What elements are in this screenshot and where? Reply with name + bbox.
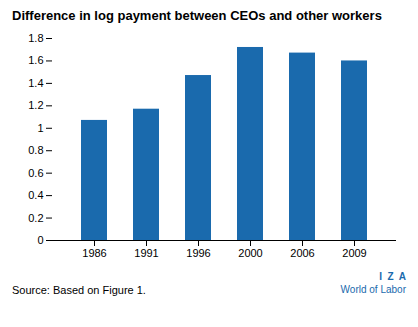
html-text:Source: Based on Figure 1.: Source: Based on Figure 1. xyxy=(12,283,146,296)
svg-text:2006: 2006 xyxy=(290,247,314,259)
html-text:Difference in log payment betw: Difference in log payment between CEOs a… xyxy=(12,8,382,23)
svg-text:1.4: 1.4 xyxy=(28,77,43,89)
svg-text:1986: 1986 xyxy=(82,247,106,259)
svg-text:1996: 1996 xyxy=(186,247,210,259)
svg-text:1.8: 1.8 xyxy=(28,32,43,44)
svg-text:1.2: 1.2 xyxy=(28,99,43,111)
svg-text:0.4: 0.4 xyxy=(28,189,43,201)
svg-text:0.8: 0.8 xyxy=(28,144,43,156)
html-text:World of Labor: World of Labor xyxy=(340,283,406,295)
svg-text:0: 0 xyxy=(37,234,43,246)
svg-text:0.6: 0.6 xyxy=(28,166,43,178)
svg-text:2009: 2009 xyxy=(342,247,366,259)
svg-text:0.2: 0.2 xyxy=(28,211,43,223)
svg-text:2000: 2000 xyxy=(238,247,262,259)
svg-text:1: 1 xyxy=(37,121,43,133)
svg-text:1.6: 1.6 xyxy=(28,54,43,66)
html-text:I Z A: I Z A xyxy=(379,270,406,282)
svg-text:1991: 1991 xyxy=(134,247,158,259)
